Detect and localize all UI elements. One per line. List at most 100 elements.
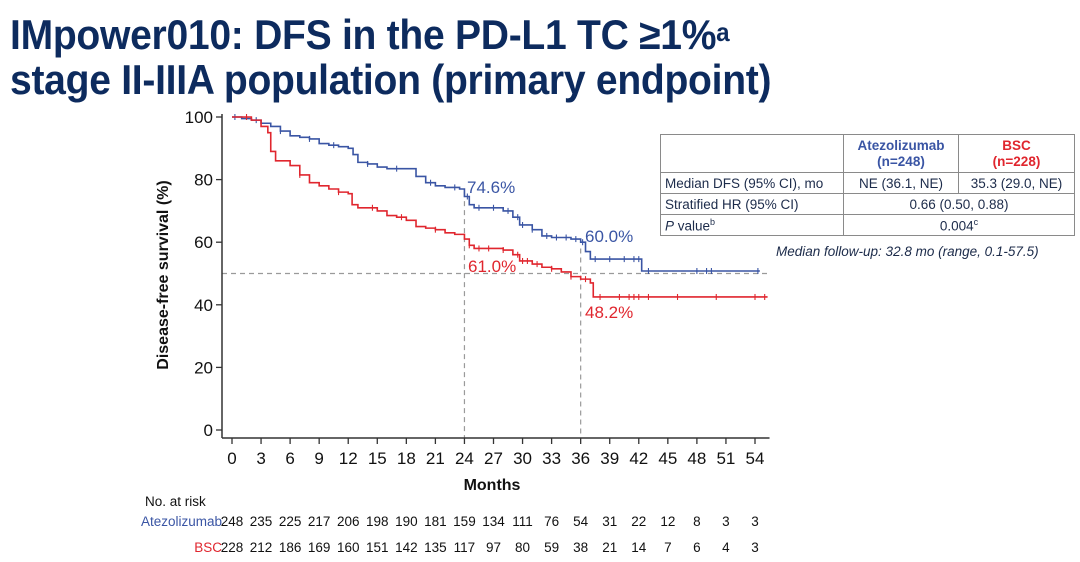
risk-count: 7 xyxy=(664,540,672,555)
reference-lines xyxy=(222,192,769,438)
risk-count: 135 xyxy=(424,540,447,555)
risk-count: 159 xyxy=(453,514,476,529)
risk-count: 22 xyxy=(631,514,647,529)
x-tick-label: 36 xyxy=(571,449,590,468)
x-tick-label: 15 xyxy=(368,449,387,468)
risk-count: 76 xyxy=(544,514,560,529)
risk-row-label: Atezolizumab xyxy=(140,514,222,529)
footnote-c: c xyxy=(973,216,979,227)
annotation-atezolizumab-24mo: 74.6% xyxy=(467,178,515,197)
x-tick-label: 3 xyxy=(256,449,265,468)
risk-count: 225 xyxy=(278,514,302,529)
risk-count: 97 xyxy=(485,540,502,555)
x-tick-label: 6 xyxy=(285,449,294,468)
risk-count: 206 xyxy=(336,514,360,529)
y-tick-label: 100 xyxy=(185,108,213,127)
risk-count: 169 xyxy=(307,540,331,555)
p-value: 0.004c xyxy=(843,214,1075,236)
risk-count: 14 xyxy=(631,540,647,555)
row-label: Median DFS (95% CI), mo xyxy=(660,172,844,194)
risk-count: 198 xyxy=(366,514,389,529)
x-axis-title: Months xyxy=(464,477,521,494)
risk-count: 181 xyxy=(424,514,447,529)
hazard-ratio-value: 0.66 (0.50, 0.88) xyxy=(843,193,1075,215)
risk-count: 151 xyxy=(366,540,389,555)
x-tick-label: 51 xyxy=(716,449,735,468)
stats-header-bsc: BSC (n=228) xyxy=(958,134,1075,173)
annotation-atezolizumab-36mo: 60.0% xyxy=(585,227,633,246)
slide-title: IMpower010: DFS in the PD-L1 TC ≥1%a sta… xyxy=(10,11,772,103)
risk-count: 186 xyxy=(278,540,302,555)
y-tick-label: 80 xyxy=(194,171,213,190)
title-line-2: stage II-IIIA population (primary endpoi… xyxy=(10,56,772,103)
risk-count: 228 xyxy=(220,540,244,555)
x-tick-label: 18 xyxy=(397,449,416,468)
stats-header-atezolizumab: Atezolizumab (n=248) xyxy=(843,134,959,173)
stats-table: Atezolizumab (n=248) BSC (n=228) Median … xyxy=(660,134,1075,236)
y-tick-label: 40 xyxy=(194,296,213,315)
stats-header-empty xyxy=(660,134,844,173)
y-tick-label: 20 xyxy=(194,358,213,377)
x-tick-label: 42 xyxy=(629,449,648,468)
risk-count: 248 xyxy=(220,514,244,529)
risk-count: 8 xyxy=(693,514,701,529)
risk-count: 3 xyxy=(751,540,759,555)
stats-row-p-value: P valueb 0.004c xyxy=(660,214,1075,236)
title-line-1: IMpower010: DFS in the PD-L1 TC ≥1% xyxy=(10,11,717,58)
y-tick-label: 0 xyxy=(204,421,213,440)
x-tick-label: 9 xyxy=(314,449,323,468)
x-tick-label: 30 xyxy=(513,449,532,468)
median-follow-up: Median follow-up: 32.8 mo (range, 0.1-57… xyxy=(776,244,1039,259)
header-atezolizumab-n: (n=248) xyxy=(877,153,925,169)
stats-header-row: Atezolizumab (n=248) BSC (n=228) xyxy=(660,134,1075,173)
x-tick-label: 21 xyxy=(426,449,445,468)
curve-bsc xyxy=(232,116,768,298)
risk-count: 38 xyxy=(573,540,589,555)
risk-count: 12 xyxy=(660,514,676,529)
median-dfs-atezolizumab: NE (36.1, NE) xyxy=(843,172,959,194)
row-label: Stratified HR (95% CI) xyxy=(660,193,844,215)
x-tick-label: 0 xyxy=(227,449,236,468)
risk-count: 117 xyxy=(453,540,476,555)
x-tick-label: 54 xyxy=(746,449,765,468)
p-value-number: 0.004 xyxy=(939,218,974,234)
title-footnote-a: a xyxy=(716,17,730,47)
x-tick-label: 12 xyxy=(339,449,358,468)
risk-count: 54 xyxy=(573,514,589,529)
annotation-bsc-36mo: 48.2% xyxy=(585,303,633,322)
annotations: 74.6% 61.0% 60.0% 48.2% xyxy=(467,178,633,322)
x-tick-label: 48 xyxy=(687,449,706,468)
risk-count: 235 xyxy=(249,514,273,529)
risk-count: 80 xyxy=(515,540,531,555)
risk-count: 160 xyxy=(336,540,360,555)
x-tick-label: 24 xyxy=(455,449,474,468)
risk-count: 217 xyxy=(307,514,331,529)
header-bsc-name: BSC xyxy=(1002,137,1031,153)
risk-count: 190 xyxy=(395,514,418,529)
stats-row-median-dfs: Median DFS (95% CI), mo NE (36.1, NE) 35… xyxy=(660,172,1075,194)
x-tick-label: 45 xyxy=(658,449,677,468)
risk-count: 6 xyxy=(693,540,701,555)
stats-row-hazard-ratio: Stratified HR (95% CI) 0.66 (0.50, 0.88) xyxy=(660,193,1075,215)
risk-count: 212 xyxy=(249,540,273,555)
risk-count: 142 xyxy=(395,540,418,555)
risk-row-label: BSC xyxy=(194,540,222,555)
risk-count: 3 xyxy=(751,514,759,529)
risk-count: 31 xyxy=(602,514,618,529)
p-italic: P xyxy=(665,218,675,234)
annotation-bsc-24mo: 61.0% xyxy=(468,257,516,276)
risk-row-atezolizumab: Atezolizumab 248 235 225 217 206 198 190 181 159 1… xyxy=(0,514,1080,532)
footnote-b: b xyxy=(710,216,716,227)
risk-count: 59 xyxy=(544,540,560,555)
risk-count: 4 xyxy=(722,540,730,555)
y-axis-title: Disease-free survival (%) xyxy=(155,180,172,369)
risk-table-heading: No. at risk xyxy=(145,494,206,509)
y-tick-label: 60 xyxy=(194,233,213,252)
risk-row-bsc: BSC 228 212 186 169 160 151 142 135 117 97 80 59 38 21… xyxy=(0,540,1080,558)
x-tick-label: 27 xyxy=(484,449,503,468)
row-label: P valueb xyxy=(660,214,844,236)
risk-count: 21 xyxy=(602,540,618,555)
median-dfs-bsc: 35.3 (29.0, NE) xyxy=(958,172,1075,194)
